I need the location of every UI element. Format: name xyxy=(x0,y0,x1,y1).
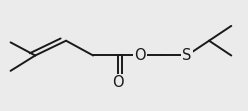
Text: S: S xyxy=(182,48,191,63)
Text: O: O xyxy=(134,48,146,63)
Text: O: O xyxy=(112,75,124,90)
